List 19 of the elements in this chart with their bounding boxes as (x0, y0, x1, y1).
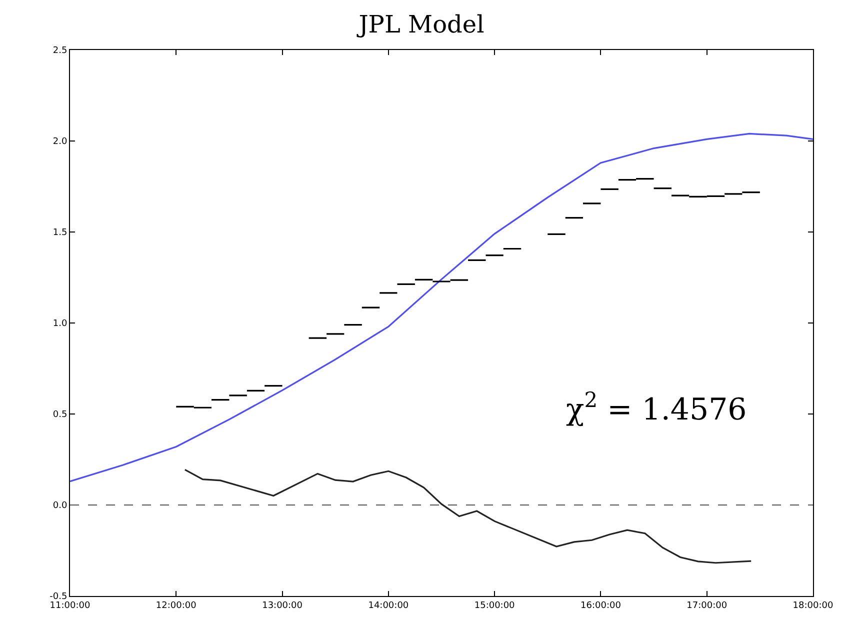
y-tick-label: 0.0 (52, 501, 68, 512)
y-tick-label: -0.5 (50, 592, 68, 602)
x-tick-label: 15:00:00 (474, 600, 516, 611)
x-tick-label: 12:00:00 (156, 600, 197, 611)
line-series (70, 132, 813, 482)
annotation: χ$^{2}$ = 1.4576 (566, 388, 747, 428)
y-tick-label: 2.5 (52, 46, 68, 56)
y-tick-label: 1.0 (52, 319, 68, 330)
y-tick-label: 1.5 (52, 228, 68, 238)
x-tick-label: 11:00:00 (50, 600, 90, 611)
y-tick-label: 2.0 (52, 137, 68, 148)
x-tick-label: 16:00:00 (580, 600, 622, 611)
x-tick-label: 13:00:00 (262, 600, 303, 611)
x-tick-label: 18:00:00 (792, 600, 834, 611)
line-series (184, 468, 752, 564)
y-tick-label: 0.5 (52, 410, 68, 420)
x-tick-label: 14:00:00 (368, 600, 409, 611)
chart-title: JPL Model (356, 10, 484, 38)
x-tick-label: 17:00:00 (686, 600, 728, 611)
